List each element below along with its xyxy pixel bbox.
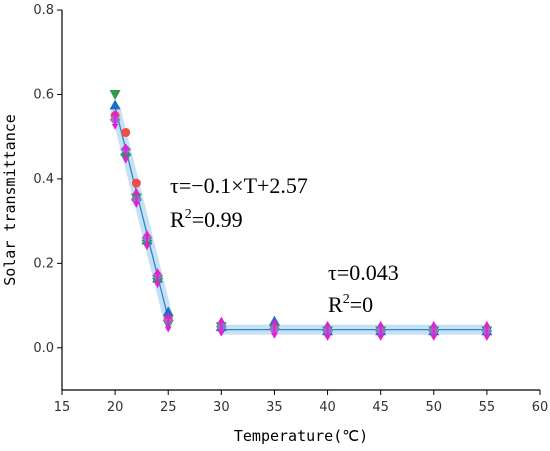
x-tick-label: 55 <box>479 400 496 415</box>
fit-line-1 <box>114 106 169 319</box>
x-tick-label: 45 <box>372 400 389 415</box>
x-axis-title: Temperature(℃) <box>234 427 368 445</box>
plot-frame <box>61 10 540 391</box>
data-point-double-arrow <box>483 320 491 341</box>
x-tick-label: 50 <box>426 400 443 415</box>
x-tick-label: 25 <box>160 400 177 415</box>
data-point-triangle-up <box>109 99 121 110</box>
data-point-circle <box>131 178 141 188</box>
y-tick-label: 0.6 <box>33 87 54 102</box>
y-axis-title: Solar transmittance <box>1 114 19 286</box>
r2-superscript-2: 2 <box>343 292 350 307</box>
x-tick-label: 20 <box>107 400 124 415</box>
y-ticks: 0.0 0.2 0.4 0.6 0.8 <box>33 3 62 356</box>
data-point-triangle-up <box>162 306 174 317</box>
y-tick-label: 0.4 <box>33 172 54 187</box>
r2-symbol-1: R <box>170 207 185 232</box>
r2-superscript-1: 2 <box>185 207 192 222</box>
data-point-double-arrow <box>143 230 151 251</box>
y-tick-label: 0.0 <box>33 341 54 356</box>
data-point-double-arrow <box>270 318 278 339</box>
fit-r2-1: R2=0.99 <box>170 207 243 232</box>
fit-r2-2: R2=0 <box>328 292 373 317</box>
y-tick-label: 0.8 <box>33 3 54 18</box>
y-tick-label: 0.2 <box>33 256 54 271</box>
x-tick-label: 60 <box>532 400 549 415</box>
x-ticks: 15 20 25 30 35 40 45 50 55 60 <box>54 390 549 415</box>
data-point-double-arrow <box>377 320 385 341</box>
x-tick-label: 30 <box>213 400 230 415</box>
x-tick-label: 35 <box>266 400 283 415</box>
fit-equation-1: τ=−0.1×T+2.57 <box>170 173 308 198</box>
data-point-double-arrow <box>217 316 225 337</box>
data-point-double-arrow <box>324 320 332 341</box>
data-point-triangle-down <box>109 90 121 100</box>
data-point-double-arrow <box>132 187 140 208</box>
x-tick-label: 15 <box>54 400 71 415</box>
data-markers <box>109 90 493 341</box>
data-point-double-arrow <box>430 320 438 341</box>
fit-equation-2: τ=0.043 <box>328 260 399 285</box>
r2-value-2: =0 <box>350 292 373 317</box>
data-point-circle <box>121 127 131 137</box>
r2-value-1: =0.99 <box>192 207 243 232</box>
data-point-double-arrow <box>164 312 172 333</box>
data-point-double-arrow <box>154 268 162 289</box>
r2-symbol-2: R <box>328 292 343 317</box>
data-point-double-arrow <box>111 109 119 130</box>
x-tick-label: 40 <box>319 400 336 415</box>
data-point-double-arrow <box>122 143 130 164</box>
